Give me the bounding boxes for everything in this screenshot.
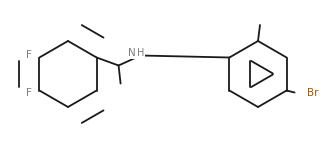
Text: F: F: [25, 51, 31, 61]
Text: Br: Br: [307, 88, 318, 98]
Text: H: H: [137, 47, 144, 58]
Text: N: N: [128, 47, 136, 58]
Text: F: F: [25, 88, 31, 98]
